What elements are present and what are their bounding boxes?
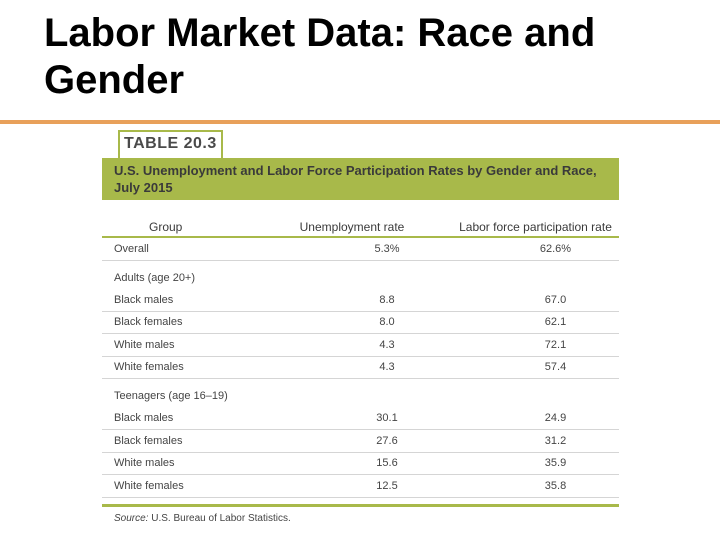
header-unemployment: Unemployment rate (299, 220, 405, 234)
cell-participation: 72.1 (544, 338, 567, 351)
cell-participation: 62.6% (539, 242, 572, 255)
table-row: Black females 27.6 31.2 (102, 430, 619, 453)
table-row: White females 4.3 57.4 (102, 357, 619, 379)
cell-participation: 62.1 (544, 316, 567, 329)
cell-group: Black males (114, 293, 174, 306)
cell-participation: 57.4 (544, 361, 567, 374)
table-row: Black males 8.8 67.0 (102, 289, 619, 312)
cell-unemployment: 15.6 (376, 457, 398, 470)
section-heading-adults: Adults (age 20+) (102, 267, 619, 290)
cell-group: White females (114, 361, 184, 374)
table-header-row: Group Unemployment rate Labor force part… (102, 200, 619, 238)
section-heading-teenagers: Teenagers (age 16–19) (102, 385, 619, 408)
cell-unemployment: 27.6 (376, 434, 398, 447)
cell-unemployment: 5.3% (374, 242, 400, 255)
header-participation: Labor force participation rate (459, 220, 612, 234)
cell-participation: 35.9 (544, 457, 567, 470)
slide-title: Labor Market Data: Race and Gender (44, 11, 596, 102)
cell-unemployment: 4.3 (379, 338, 395, 351)
table-number-label: TABLE 20.3 (118, 130, 223, 158)
data-table: TABLE 20.3 U.S. Unemployment and Labor F… (102, 130, 619, 524)
table-row: Black females 8.0 62.1 (102, 312, 619, 334)
cell-unemployment: 30.1 (376, 412, 398, 425)
section-label: Teenagers (age 16–19) (114, 390, 228, 403)
header-group: Group (149, 220, 183, 234)
cell-participation: 67.0 (544, 293, 567, 306)
cell-participation: 24.9 (544, 412, 567, 425)
source-text: U.S. Bureau of Labor Statistics. (151, 512, 291, 524)
table-row: White males 4.3 72.1 (102, 334, 619, 357)
table-row-overall: Overall 5.3% 62.6% (102, 238, 619, 261)
table-row: White males 15.6 35.9 (102, 453, 619, 475)
table-row: White females 12.5 35.8 (102, 475, 619, 498)
cell-group: White males (114, 457, 175, 470)
cell-group: White females (114, 479, 184, 492)
cell-unemployment: 8.8 (379, 293, 395, 306)
cell-unemployment: 4.3 (379, 361, 395, 374)
cell-group: White males (114, 338, 175, 351)
cell-group: Black females (114, 316, 183, 329)
section-label: Adults (age 20+) (114, 271, 196, 284)
cell-group: Overall (114, 242, 149, 255)
table-source-note: Source: U.S. Bureau of Labor Statistics. (102, 503, 619, 524)
cell-group: Black males (114, 412, 174, 425)
cell-participation: 31.2 (544, 434, 567, 447)
cell-unemployment: 8.0 (379, 316, 395, 329)
title-divider (0, 120, 720, 124)
cell-group: Black females (114, 434, 183, 447)
table-row: Black males 30.1 24.9 (102, 408, 619, 430)
table-caption: U.S. Unemployment and Labor Force Partic… (102, 158, 619, 200)
source-label: Source: (114, 512, 149, 524)
cell-participation: 35.8 (544, 479, 567, 492)
cell-unemployment: 12.5 (376, 479, 398, 492)
